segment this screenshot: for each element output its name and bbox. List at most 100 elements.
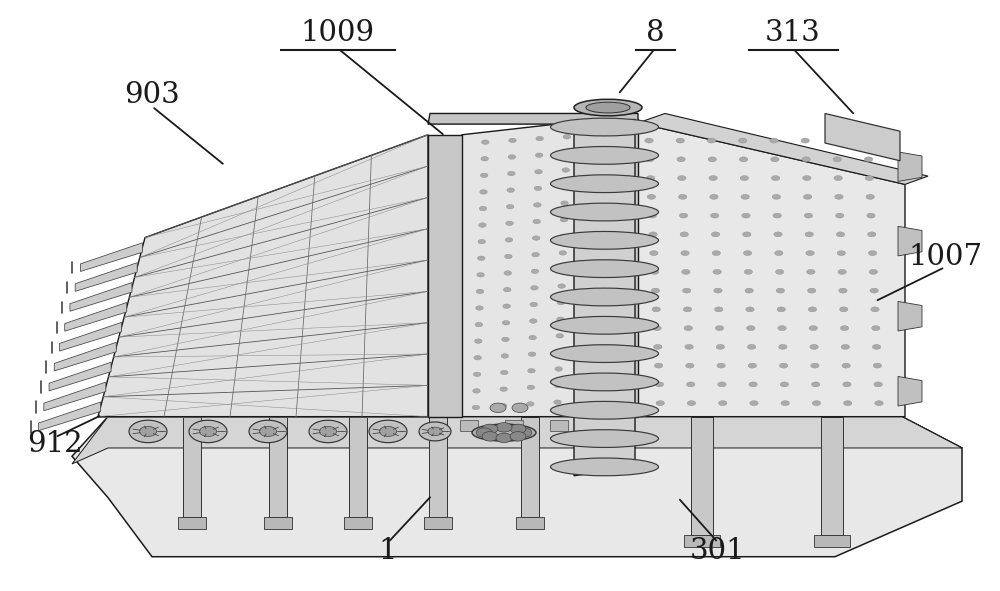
Polygon shape <box>898 376 922 406</box>
Polygon shape <box>54 342 116 371</box>
Circle shape <box>379 426 397 437</box>
Circle shape <box>739 138 747 143</box>
Circle shape <box>476 428 492 437</box>
Circle shape <box>781 401 789 405</box>
Circle shape <box>531 269 539 274</box>
Circle shape <box>528 369 535 373</box>
Circle shape <box>419 422 451 441</box>
Polygon shape <box>821 417 843 535</box>
Circle shape <box>319 426 337 437</box>
Circle shape <box>508 155 516 159</box>
Polygon shape <box>60 323 122 351</box>
Circle shape <box>833 157 842 162</box>
Circle shape <box>563 135 571 139</box>
Polygon shape <box>684 535 720 547</box>
Circle shape <box>779 363 788 368</box>
Circle shape <box>480 173 488 177</box>
Circle shape <box>811 363 819 368</box>
Circle shape <box>505 254 512 259</box>
Polygon shape <box>898 301 922 331</box>
Circle shape <box>561 184 569 189</box>
Circle shape <box>588 199 596 204</box>
Polygon shape <box>516 517 544 529</box>
Ellipse shape <box>550 232 658 249</box>
Circle shape <box>482 140 489 144</box>
Circle shape <box>685 345 693 349</box>
Circle shape <box>836 232 845 237</box>
Circle shape <box>777 307 785 312</box>
Ellipse shape <box>550 345 658 362</box>
Circle shape <box>739 157 748 162</box>
Circle shape <box>682 269 690 274</box>
Circle shape <box>650 269 659 274</box>
Circle shape <box>803 176 811 181</box>
Circle shape <box>743 232 751 237</box>
Circle shape <box>502 320 510 325</box>
Circle shape <box>650 251 658 255</box>
Circle shape <box>532 252 539 257</box>
Polygon shape <box>183 417 201 517</box>
Polygon shape <box>70 282 132 311</box>
Polygon shape <box>814 535 850 547</box>
Circle shape <box>647 194 656 199</box>
Circle shape <box>502 337 509 342</box>
Circle shape <box>646 157 654 162</box>
Circle shape <box>477 272 484 277</box>
Polygon shape <box>574 119 635 476</box>
Polygon shape <box>75 262 137 291</box>
Circle shape <box>527 385 535 389</box>
Circle shape <box>199 426 217 437</box>
Circle shape <box>557 300 565 305</box>
Circle shape <box>509 138 516 142</box>
Circle shape <box>873 363 882 368</box>
Circle shape <box>871 307 879 312</box>
Circle shape <box>776 288 785 293</box>
Circle shape <box>741 194 749 199</box>
Circle shape <box>129 420 167 443</box>
Text: 912: 912 <box>27 430 83 459</box>
Circle shape <box>870 288 878 293</box>
Polygon shape <box>898 226 922 256</box>
Polygon shape <box>638 123 905 417</box>
Circle shape <box>473 389 480 393</box>
Circle shape <box>868 251 877 255</box>
Circle shape <box>512 403 528 413</box>
Circle shape <box>189 420 227 443</box>
Text: 8: 8 <box>646 18 664 47</box>
Circle shape <box>480 190 487 194</box>
Circle shape <box>560 234 567 239</box>
Circle shape <box>770 138 778 143</box>
Circle shape <box>645 138 653 143</box>
Circle shape <box>708 157 717 162</box>
Circle shape <box>740 176 749 181</box>
Circle shape <box>581 398 588 402</box>
Circle shape <box>584 315 591 320</box>
Polygon shape <box>638 113 928 184</box>
Circle shape <box>687 401 696 405</box>
Circle shape <box>801 138 809 143</box>
Circle shape <box>654 345 662 349</box>
Circle shape <box>750 401 758 405</box>
Circle shape <box>249 420 287 443</box>
Circle shape <box>581 382 589 386</box>
Circle shape <box>529 335 536 340</box>
Circle shape <box>651 288 660 293</box>
Circle shape <box>869 269 878 274</box>
Circle shape <box>714 288 722 293</box>
Polygon shape <box>460 420 478 431</box>
Circle shape <box>590 133 598 137</box>
Circle shape <box>686 363 694 368</box>
Circle shape <box>474 355 481 360</box>
Circle shape <box>680 232 688 237</box>
Circle shape <box>587 232 594 237</box>
Circle shape <box>503 287 511 292</box>
Circle shape <box>473 372 481 376</box>
Circle shape <box>840 307 848 312</box>
Circle shape <box>558 284 565 288</box>
Circle shape <box>501 353 509 358</box>
Circle shape <box>749 382 757 387</box>
Circle shape <box>875 401 883 405</box>
Circle shape <box>683 307 692 312</box>
Circle shape <box>864 138 872 143</box>
Circle shape <box>536 137 544 141</box>
